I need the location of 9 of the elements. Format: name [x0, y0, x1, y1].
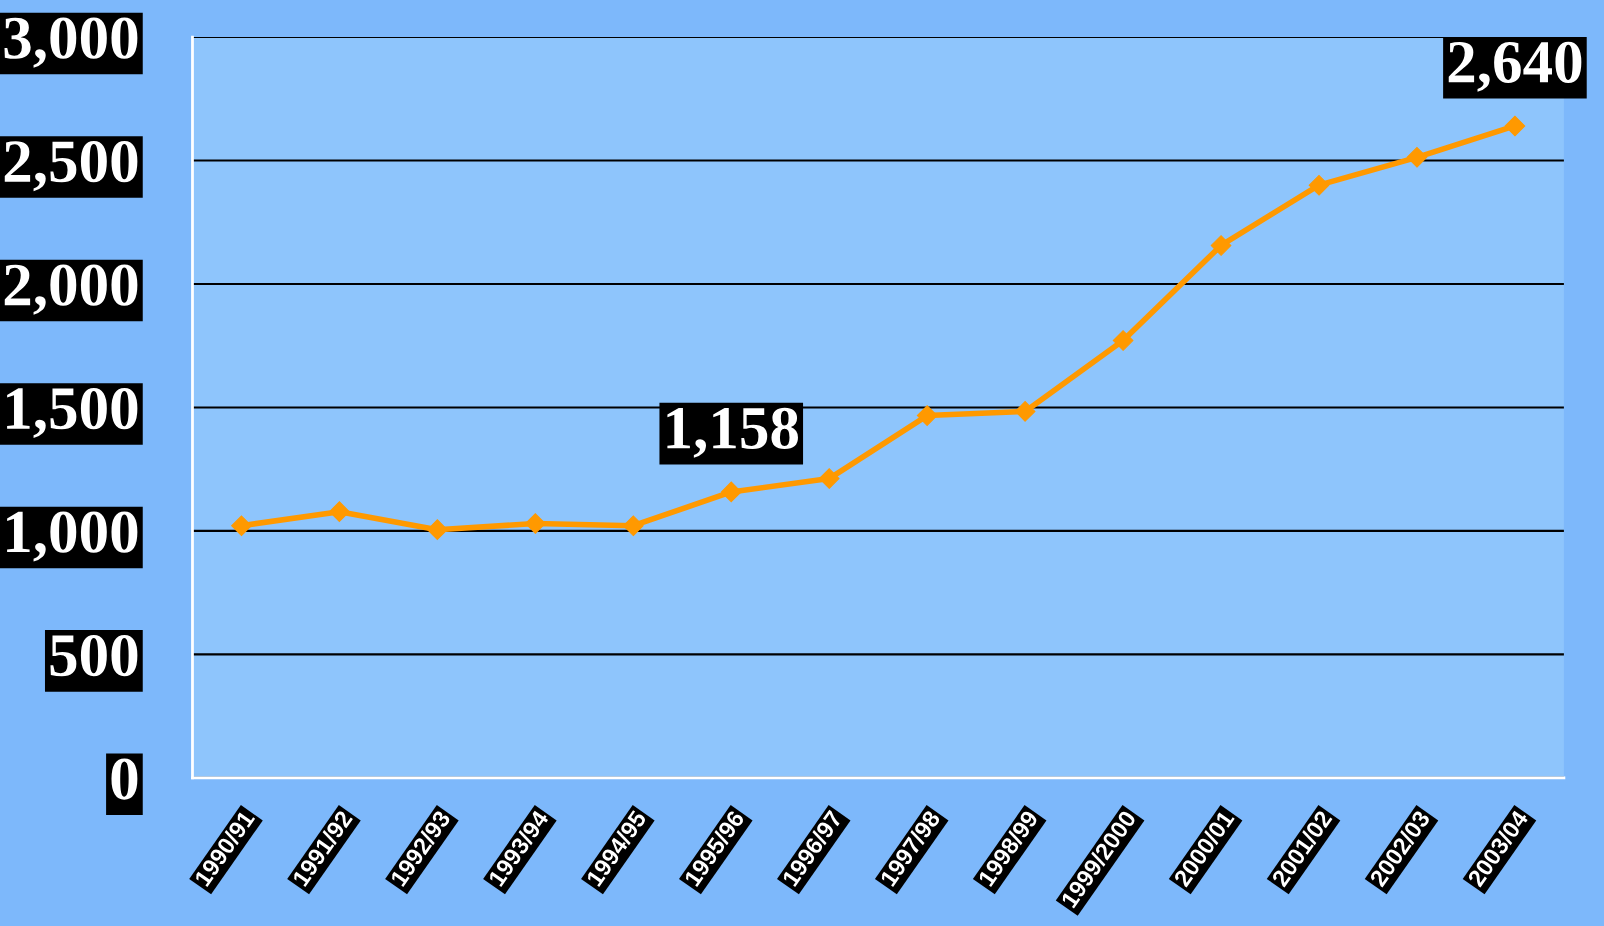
data-label: 2,640 [1448, 41, 1582, 92]
y-tick-label: 1,500 [7, 388, 138, 439]
y-tick-label: 500 [50, 634, 138, 677]
y-tick-label: 3,000 [4, 17, 138, 68]
y-tick-label: 0 [111, 758, 138, 800]
y-tick-label: 2,000 [4, 264, 138, 315]
y-tick-label: 1,000 [7, 511, 138, 562]
data-label: 1,158 [667, 407, 798, 458]
y-tick-label: 2,500 [4, 141, 138, 192]
